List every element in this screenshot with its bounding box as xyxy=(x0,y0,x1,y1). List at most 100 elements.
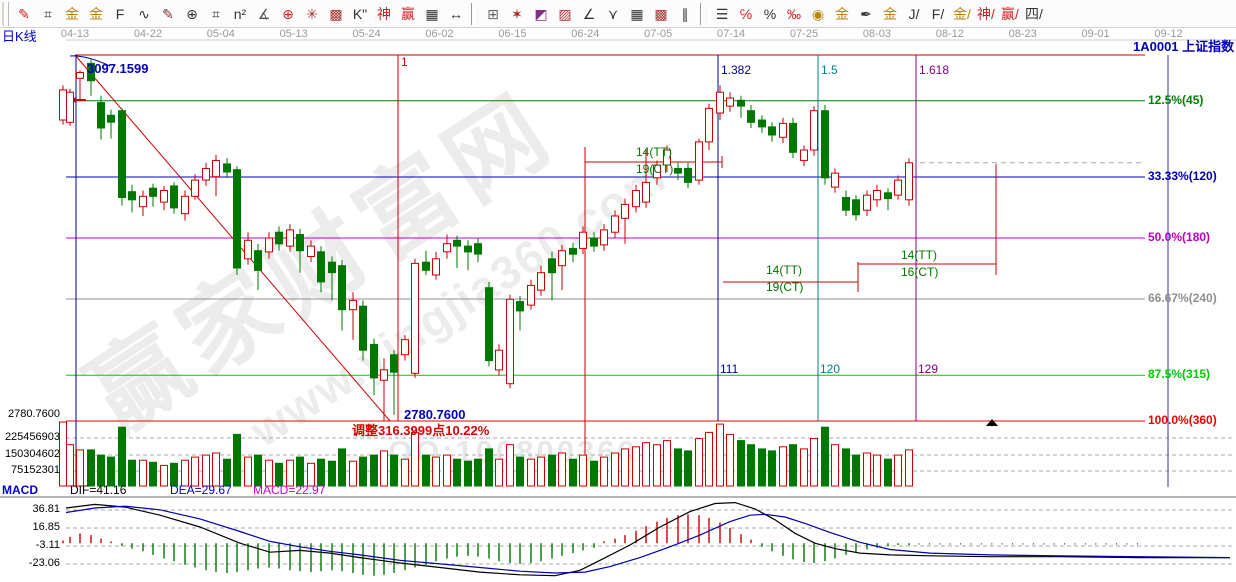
volume-scale-3: 75152301 xyxy=(11,464,60,476)
gold-slope-icon[interactable]: 金/ xyxy=(953,5,971,22)
date-tick-label: 09-12 xyxy=(1154,28,1183,40)
pen-a-icon[interactable]: ✒ xyxy=(860,5,872,22)
volume-bar xyxy=(758,448,766,487)
trend-lines-icon[interactable]: ∠ xyxy=(582,5,596,22)
volume-bar xyxy=(401,458,409,487)
gann-count-label: 129 xyxy=(918,362,939,376)
percent-line-icon[interactable]: ‰ xyxy=(787,5,801,22)
volume-bar xyxy=(516,456,524,487)
candle xyxy=(453,239,461,247)
date-tick-label: 06-02 xyxy=(425,28,454,40)
candle xyxy=(516,301,524,312)
si-slope-icon[interactable]: 四/ xyxy=(1025,5,1043,22)
period-label[interactable]: 日K线 xyxy=(2,29,37,44)
candle xyxy=(328,261,336,274)
zigzag-icon[interactable]: ⋎ xyxy=(607,5,619,22)
golden-section-2-icon[interactable]: 金 xyxy=(89,5,103,22)
date-tick-label: 07-25 xyxy=(789,28,819,40)
macd-scale-3: -3.11 xyxy=(35,539,60,551)
star-grid-icon[interactable]: ✳ xyxy=(306,5,318,22)
date-tick-label: 08-23 xyxy=(1008,28,1037,40)
spiral-icon[interactable]: ∿ xyxy=(138,5,150,22)
measure-scale-icon[interactable]: ☰ xyxy=(715,5,729,22)
candle xyxy=(663,149,671,166)
candle xyxy=(432,258,440,276)
draw-knife-icon[interactable]: ✎ xyxy=(18,5,30,22)
volume-bar xyxy=(621,448,629,487)
volume-bar xyxy=(223,458,231,487)
grid-fan-icon[interactable]: ▨ xyxy=(558,5,572,22)
j-slope-icon[interactable]: J/ xyxy=(908,5,920,22)
volume-bar xyxy=(349,460,357,487)
box-grid-icon[interactable]: ▩ xyxy=(329,5,343,22)
grid-a-icon[interactable]: ▦ xyxy=(630,5,644,22)
candle xyxy=(128,191,136,201)
volume-bar xyxy=(128,459,136,487)
date-tick-label: 04-22 xyxy=(133,28,162,40)
candle xyxy=(737,99,745,107)
ruler-ticks-icon[interactable]: ⌗ xyxy=(212,5,220,22)
candle xyxy=(758,119,766,128)
tt-count-label: 14(TT) xyxy=(636,145,672,159)
shen-tool-icon[interactable]: 神 xyxy=(377,5,391,22)
cycle-circle-icon[interactable]: ⊕ xyxy=(186,5,198,22)
parallel-lines-icon[interactable]: ∥ xyxy=(681,5,689,22)
n-square-icon[interactable]: n² xyxy=(233,5,247,22)
shen-slope-icon[interactable]: 神/ xyxy=(977,5,995,22)
brush-icon[interactable]: ✎ xyxy=(162,5,174,22)
candle xyxy=(307,245,315,258)
wedge-box-icon[interactable]: ◩ xyxy=(534,5,548,22)
volume-bar xyxy=(254,454,262,487)
ray-fan-icon[interactable]: ✶ xyxy=(511,5,523,22)
tt-count-label: 14(TT) xyxy=(901,248,937,262)
date-tick-label: 06-15 xyxy=(498,28,527,40)
candle xyxy=(107,114,115,123)
volume-bar xyxy=(233,433,241,487)
volume-bar xyxy=(149,461,157,487)
angle-line-icon[interactable]: ∡ xyxy=(257,5,271,22)
candle xyxy=(191,179,199,197)
volume-bar xyxy=(87,449,95,487)
gold-line-icon[interactable]: 金 xyxy=(835,5,849,22)
gann-ratio-label: 1.382 xyxy=(721,63,752,77)
candle xyxy=(87,62,95,82)
gold-box-icon[interactable]: 金 xyxy=(883,5,897,22)
volume-scale-2: 150304602 xyxy=(4,448,60,460)
symbol-name: 上证指数 xyxy=(1182,39,1235,54)
candle xyxy=(380,369,388,381)
candle xyxy=(831,172,839,188)
crosshair-icon[interactable]: ⊕ xyxy=(282,5,294,22)
percent-retrace-icon[interactable]: ℅ xyxy=(739,5,753,22)
downtrend-line xyxy=(74,54,391,422)
candle xyxy=(149,187,157,197)
grid-125-icon[interactable]: ▦ xyxy=(425,5,439,22)
golden-section-icon[interactable]: 金 xyxy=(65,5,79,22)
volume-bar xyxy=(905,449,913,487)
percent-icon[interactable]: % xyxy=(763,5,777,22)
candle xyxy=(653,164,661,179)
gann-grid-icon[interactable]: ⌗ xyxy=(44,5,52,22)
volume-bar xyxy=(296,456,304,487)
grid-b-icon[interactable]: ▩ xyxy=(654,5,668,22)
candle xyxy=(863,194,871,211)
k-prime-icon[interactable]: K" xyxy=(352,5,368,22)
candle xyxy=(76,72,84,79)
ying-tool-icon[interactable]: 赢 xyxy=(401,5,415,22)
gate-box-icon[interactable]: ⊞ xyxy=(487,5,499,22)
volume-bar xyxy=(107,456,115,487)
toolbar-drag-handle[interactable] xyxy=(2,1,9,26)
volume-bar xyxy=(600,456,608,487)
macd-panel-title[interactable]: MACD xyxy=(2,483,38,497)
fib-time-zone-icon[interactable]: F xyxy=(115,5,125,22)
date-tick-label: 04-13 xyxy=(60,28,90,40)
candle xyxy=(202,168,210,181)
volume-bar xyxy=(684,450,692,487)
ying-slope-icon[interactable]: 赢/ xyxy=(1001,5,1019,22)
gold-circle-icon[interactable]: ◉ xyxy=(811,5,825,22)
candle xyxy=(59,89,67,121)
volume-bar xyxy=(884,458,892,487)
horizontal-span-icon[interactable]: ↔ xyxy=(449,5,463,22)
f-slope-icon[interactable]: F/ xyxy=(931,5,945,22)
